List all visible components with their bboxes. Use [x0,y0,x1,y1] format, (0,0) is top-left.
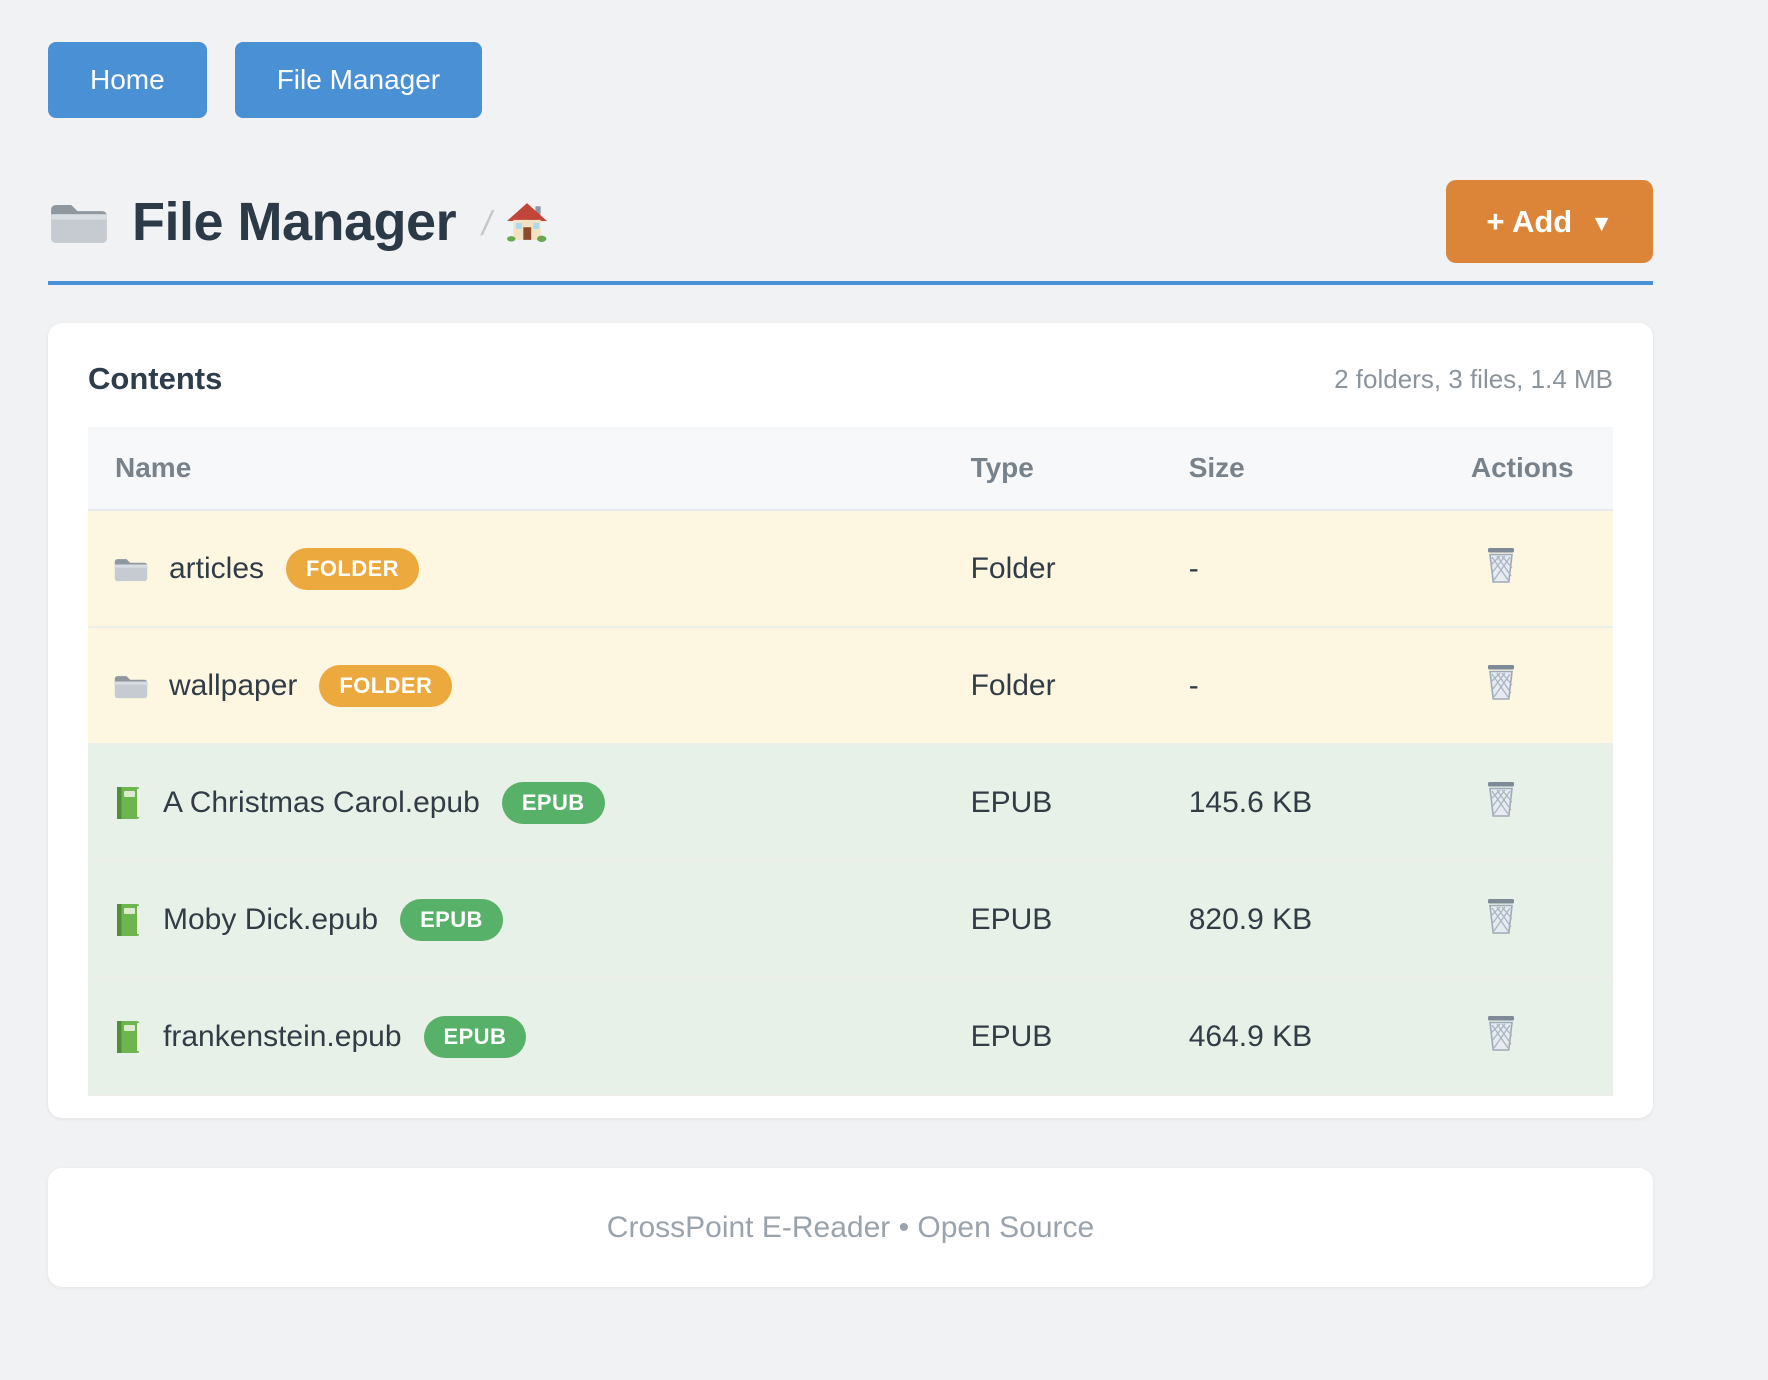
file-table: Name Type Size Actions articles FOLDER F… [88,427,1613,1096]
book-icon [113,785,143,821]
home-icon[interactable] [506,202,548,242]
size-cell: 145.6 KB [1187,744,1469,861]
trash-icon [1484,663,1518,701]
folder-name-link[interactable]: wallpaper [169,668,298,702]
contents-title: Contents [88,361,223,396]
table-row: frankenstein.epub EPUB EPUB 464.9 KB [88,978,1613,1095]
trash-icon [1484,780,1518,818]
page-container: Home File Manager File Manager / + Add ▼… [48,0,1653,1287]
book-icon [113,902,143,938]
page-header: File Manager / + Add ▼ [48,180,1653,263]
epub-badge: EPUB [400,898,503,941]
delete-button[interactable] [1470,663,1518,701]
table-row: wallpaper FOLDER Folder - [88,627,1613,744]
type-cell: Folder [969,627,1188,744]
caret-down-icon: ▼ [1590,209,1613,236]
add-button[interactable]: + Add ▼ [1446,180,1653,263]
trash-icon [1484,546,1518,584]
folder-badge: FOLDER [286,547,419,590]
footer-text: CrossPoint E-Reader • Open Source [606,1210,1095,1244]
trash-icon [1484,897,1518,935]
type-cell: EPUB [969,744,1188,861]
column-header-type: Type [969,427,1188,510]
epub-badge: EPUB [423,1015,527,1058]
footer: CrossPoint E-Reader • Open Source [48,1168,1653,1287]
size-cell: - [1187,510,1469,627]
add-button-label: + Add [1486,203,1573,239]
type-cell: Folder [969,510,1188,627]
breadcrumb-separator: / [482,205,492,243]
page-title: File Manager [132,191,457,252]
table-header-row: Name Type Size Actions [88,427,1613,510]
epub-badge: EPUB [501,781,605,824]
folder-badge: FOLDER [319,664,453,707]
folder-icon [113,671,149,701]
file-name-link[interactable]: A Christmas Carol.epub [163,785,480,819]
contents-summary: 2 folders, 3 files, 1.4 MB [1334,363,1613,394]
delete-button[interactable] [1470,1014,1518,1052]
nav-home-button[interactable]: Home [48,42,207,118]
header-divider [48,281,1653,285]
delete-button[interactable] [1470,897,1518,935]
table-row: Moby Dick.epub EPUB EPUB 820.9 KB [88,861,1613,978]
column-header-actions: Actions [1468,427,1613,510]
folder-icon [48,196,110,248]
table-row: A Christmas Carol.epub EPUB EPUB 145.6 K… [88,744,1613,861]
table-row: articles FOLDER Folder - [88,510,1613,627]
folder-name-link[interactable]: articles [169,551,265,585]
column-header-size: Size [1187,427,1469,510]
size-cell: - [1187,627,1469,744]
file-name-link[interactable]: Moby Dick.epub [163,902,379,936]
delete-button[interactable] [1470,546,1518,584]
size-cell: 820.9 KB [1187,861,1469,978]
column-header-name: Name [88,427,970,510]
breadcrumb-nav: Home File Manager [48,42,1653,118]
file-name-link[interactable]: frankenstein.epub [163,1019,402,1053]
contents-card: Contents 2 folders, 3 files, 1.4 MB Name… [48,323,1653,1118]
type-cell: EPUB [969,978,1188,1095]
trash-icon [1484,1014,1518,1052]
type-cell: EPUB [969,861,1188,978]
size-cell: 464.9 KB [1187,978,1469,1095]
folder-icon [113,554,149,584]
book-icon [113,1019,143,1055]
delete-button[interactable] [1470,780,1518,818]
nav-file-manager-button[interactable]: File Manager [234,42,483,118]
